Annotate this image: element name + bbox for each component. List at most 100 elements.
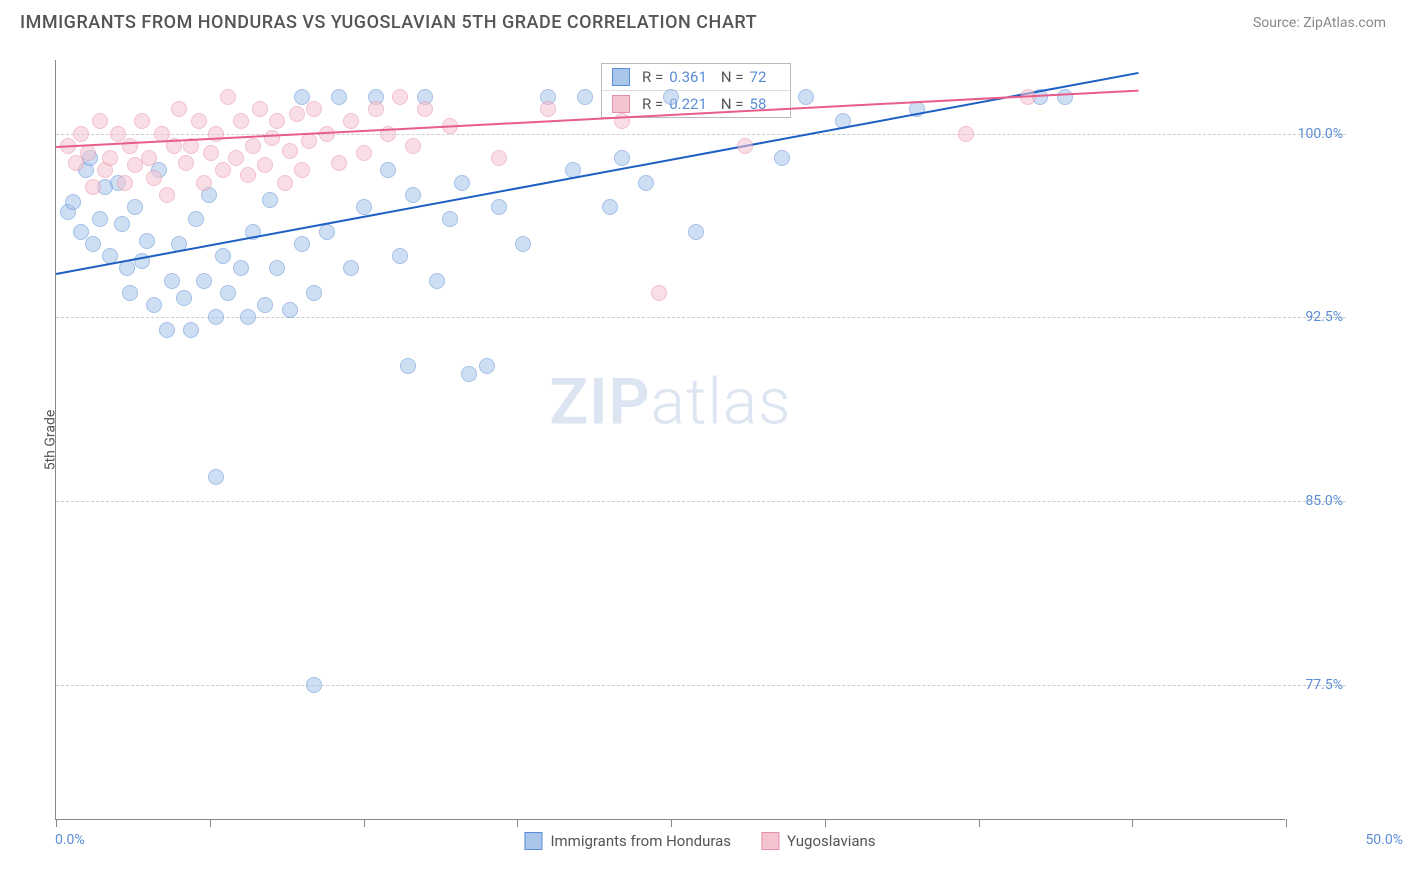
scatter-point [663, 89, 679, 105]
scatter-point [208, 309, 224, 325]
plot-area: ZIPatlas R = 0.361 N = 72 R = 0.221 N = … [55, 60, 1285, 820]
scatter-point [114, 216, 130, 232]
scatter-point [141, 150, 157, 166]
stats-r-label-1: R = [642, 68, 663, 86]
scatter-point [196, 175, 212, 191]
x-tick [210, 819, 211, 827]
grid-line-h [56, 134, 1346, 135]
scatter-point [228, 150, 244, 166]
scatter-point [73, 224, 89, 240]
scatter-point [264, 130, 280, 146]
legend-label-2: Yugoslavians [787, 832, 876, 850]
y-tick-label: 100.0% [1298, 126, 1343, 142]
x-tick [979, 819, 980, 827]
x-axis-min-label: 0.0% [55, 832, 85, 848]
scatter-point [294, 162, 310, 178]
scatter-point [117, 175, 133, 191]
y-tick-label: 85.0% [1305, 493, 1343, 509]
scatter-point [277, 175, 293, 191]
trend-line [56, 89, 1138, 147]
legend-item-1: Immigrants from Honduras [524, 832, 731, 850]
scatter-point [356, 145, 372, 161]
scatter-point [798, 89, 814, 105]
scatter-point [159, 187, 175, 203]
watermark-zip: ZIP [549, 364, 650, 439]
scatter-point [159, 322, 175, 338]
scatter-point [171, 101, 187, 117]
legend-item-2: Yugoslavians [761, 832, 876, 850]
scatter-point [178, 155, 194, 171]
scatter-point [122, 285, 138, 301]
scatter-point [127, 157, 143, 173]
x-tick [517, 819, 518, 827]
scatter-point [282, 143, 298, 159]
scatter-point [400, 358, 416, 374]
scatter-point [491, 150, 507, 166]
watermark-atlas: atlas [651, 364, 792, 439]
scatter-point [417, 101, 433, 117]
scatter-point [92, 211, 108, 227]
scatter-point [651, 285, 667, 301]
scatter-point [122, 138, 138, 154]
scatter-point [80, 145, 96, 161]
scatter-point [73, 126, 89, 142]
scatter-point [257, 297, 273, 313]
scatter-point [614, 150, 630, 166]
scatter-point [454, 175, 470, 191]
scatter-point [240, 167, 256, 183]
scatter-point [356, 199, 372, 215]
scatter-point [294, 236, 310, 252]
stats-n-label-1: N = [721, 68, 744, 86]
scatter-point [146, 170, 162, 186]
bottom-legend: Immigrants from Honduras Yugoslavians [524, 832, 875, 850]
scatter-point [343, 113, 359, 129]
scatter-point [392, 89, 408, 105]
scatter-point [405, 187, 421, 203]
scatter-point [282, 302, 298, 318]
scatter-point [215, 162, 231, 178]
scatter-point [191, 113, 207, 129]
scatter-point [688, 224, 704, 240]
scatter-point [380, 162, 396, 178]
scatter-point [405, 138, 421, 154]
scatter-point [461, 366, 477, 382]
scatter-point [392, 248, 408, 264]
scatter-point [301, 133, 317, 149]
scatter-point [164, 273, 180, 289]
stats-n-val-1: 72 [750, 68, 767, 86]
stats-row-1: R = 0.361 N = 72 [602, 64, 790, 91]
scatter-point [203, 145, 219, 161]
scatter-point [737, 138, 753, 154]
scatter-point [442, 211, 458, 227]
scatter-point [257, 157, 273, 173]
scatter-point [429, 273, 445, 289]
x-axis-max-label: 50.0% [1365, 832, 1403, 848]
stats-r-label-2: R = [642, 95, 663, 113]
scatter-point [183, 322, 199, 338]
stats-r-val-1: 0.361 [669, 68, 707, 86]
scatter-point [491, 199, 507, 215]
y-tick-label: 77.5% [1305, 677, 1343, 693]
scatter-point [262, 192, 278, 208]
scatter-point [208, 469, 224, 485]
legend-label-1: Immigrants from Honduras [550, 832, 731, 850]
y-tick-label: 92.5% [1305, 309, 1343, 325]
scatter-point [220, 89, 236, 105]
scatter-point [289, 106, 305, 122]
scatter-point [331, 155, 347, 171]
chart-container: 5th Grade ZIPatlas R = 0.361 N = 72 R = … [55, 60, 1345, 820]
scatter-point [233, 260, 249, 276]
scatter-point [188, 211, 204, 227]
scatter-point [269, 260, 285, 276]
scatter-point [176, 290, 192, 306]
chart-title: IMMIGRANTS FROM HONDURAS VS YUGOSLAVIAN … [20, 12, 757, 33]
grid-line-h [56, 685, 1346, 686]
scatter-point [515, 236, 531, 252]
stats-swatch-2 [612, 95, 630, 113]
scatter-point [240, 309, 256, 325]
scatter-point [127, 199, 143, 215]
scatter-point [774, 150, 790, 166]
watermark: ZIPatlas [549, 364, 791, 439]
scatter-point [638, 175, 654, 191]
scatter-point [233, 113, 249, 129]
